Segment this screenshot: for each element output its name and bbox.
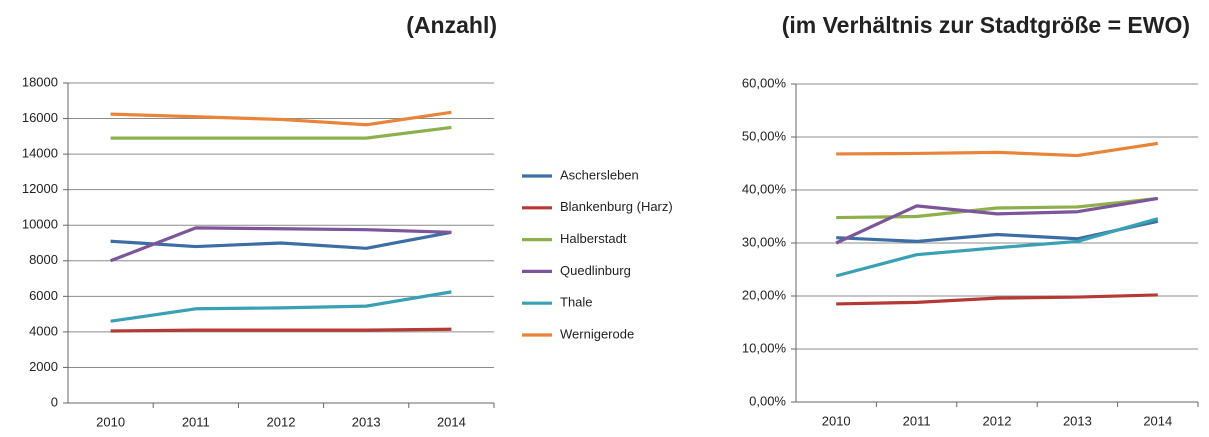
y-tick-label: 4000 [29,323,58,338]
y-tick-label: 12000 [22,181,58,196]
legend-label: Wernigerode [560,326,634,341]
y-tick-label: 2000 [29,359,58,374]
y-tick-label: 0,00% [749,393,786,408]
series-line [110,125,452,140]
series-line [110,327,452,333]
y-tick-label: 14000 [22,146,58,161]
legend-label: Blankenburg (Harz) [560,199,673,214]
y-tick-label: 8000 [29,252,58,267]
legend-label: Aschersleben [560,167,639,182]
series-line [836,141,1159,158]
series-line [835,196,1159,245]
series-line [835,217,1159,278]
x-tick-label: 2010 [822,413,851,428]
series-line [110,290,452,323]
chart-title: (Anzahl) [406,12,497,38]
chart-title: (im Verhältnis zur Stadtgröße = EWO) [782,12,1190,38]
x-tick-label: 2012 [983,413,1012,428]
x-tick-label: 2013 [352,414,381,429]
y-tick-label: 40,00% [742,181,787,196]
y-tick-label: 10000 [22,217,58,232]
series-line [836,293,1158,306]
y-tick-label: 60,00% [742,75,787,90]
y-tick-label: 20,00% [742,287,787,302]
y-tick-label: 0 [51,394,58,409]
x-tick-label: 2011 [182,414,210,429]
x-tick-label: 2013 [1063,413,1092,428]
legend-label: Thale [560,295,593,310]
legend-label: Quedlinburg [560,263,631,278]
x-tick-label: 2011 [903,413,931,428]
y-tick-label: 6000 [29,288,58,303]
y-tick-label: 50,00% [742,128,787,143]
y-tick-label: 10,00% [742,340,787,355]
y-tick-label: 18000 [22,74,58,89]
y-tick-label: 16000 [22,110,58,125]
y-tick-label: 30,00% [742,234,787,249]
series-line [110,226,452,263]
legend-label: Halberstadt [560,231,627,246]
x-tick-label: 2014 [1143,413,1172,428]
x-tick-label: 2010 [96,414,125,429]
series-line [110,230,452,250]
x-tick-label: 2014 [437,414,466,429]
x-tick-label: 2012 [267,414,296,429]
series-line [110,110,452,127]
